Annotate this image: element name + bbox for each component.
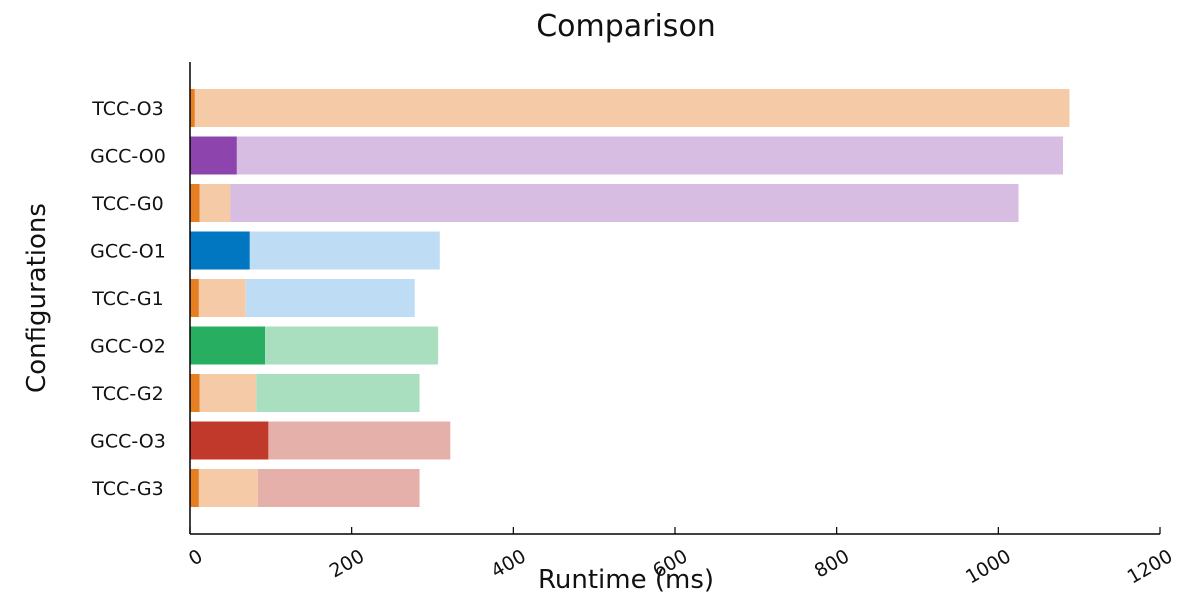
bar-segment-tcc-g3-0 [190,469,199,507]
bar-segment-tcc-g1-0 [190,279,199,317]
bars-group [190,89,1070,507]
bar-segment-tcc-o3-0 [190,89,195,127]
bar-segment-gcc-o2-0 [190,326,266,365]
x-tick-label: 400 [487,545,529,582]
x-tick-label: 800 [811,545,853,582]
category-label: TCC-G0 [91,193,163,215]
category-label: TCC-G1 [91,288,163,310]
bar-segment-tcc-g2-1 [199,374,257,412]
category-label: GCC-O0 [90,146,166,168]
category-label: TCC-O3 [91,98,163,120]
y-axis-label: Configurations [22,203,52,393]
bar-segment-gcc-o0-1 [236,136,1064,175]
bar-segment-tcc-g0-2 [230,184,1019,222]
bar-segment-tcc-g0-1 [199,184,231,222]
x-tick-label: 200 [326,545,368,582]
x-tick-label: 0 [185,545,206,570]
bar-segment-tcc-g1-2 [245,279,415,317]
category-label: GCC-O1 [90,241,166,263]
x-tick-label: 1000 [962,545,1015,588]
category-label: TCC-G2 [91,383,163,405]
bar-segment-gcc-o2-1 [265,326,439,365]
bar-segment-tcc-g3-2 [257,469,420,507]
bar-segment-gcc-o3-0 [190,421,269,460]
category-label: GCC-O3 [90,431,166,453]
bar-segment-gcc-o1-1 [249,231,440,270]
bar-segment-gcc-o1-0 [190,231,250,270]
x-tick-label: 1200 [1124,545,1177,588]
category-label: TCC-G3 [91,478,163,500]
bar-segment-gcc-o3-1 [268,421,451,460]
bar-segment-tcc-g0-0 [190,184,200,222]
category-label: GCC-O2 [90,336,166,358]
bar-segment-tcc-g1-1 [198,279,246,317]
bar-segment-tcc-g3-1 [198,469,258,507]
category-labels: TCC-O3 GCC-O0 TCC-G0 GCC-O1 TCC-G1 GCC-O2 TCC-… [90,98,166,500]
bar-segment-tcc-g2-0 [190,374,200,412]
bar-segment-tcc-o3-1 [194,89,1070,127]
bar-segment-gcc-o0-0 [190,136,237,175]
chart-title: Comparison [536,9,716,44]
x-axis-label: Runtime (ms) [538,565,714,595]
bar-segment-tcc-g2-2 [256,374,420,412]
